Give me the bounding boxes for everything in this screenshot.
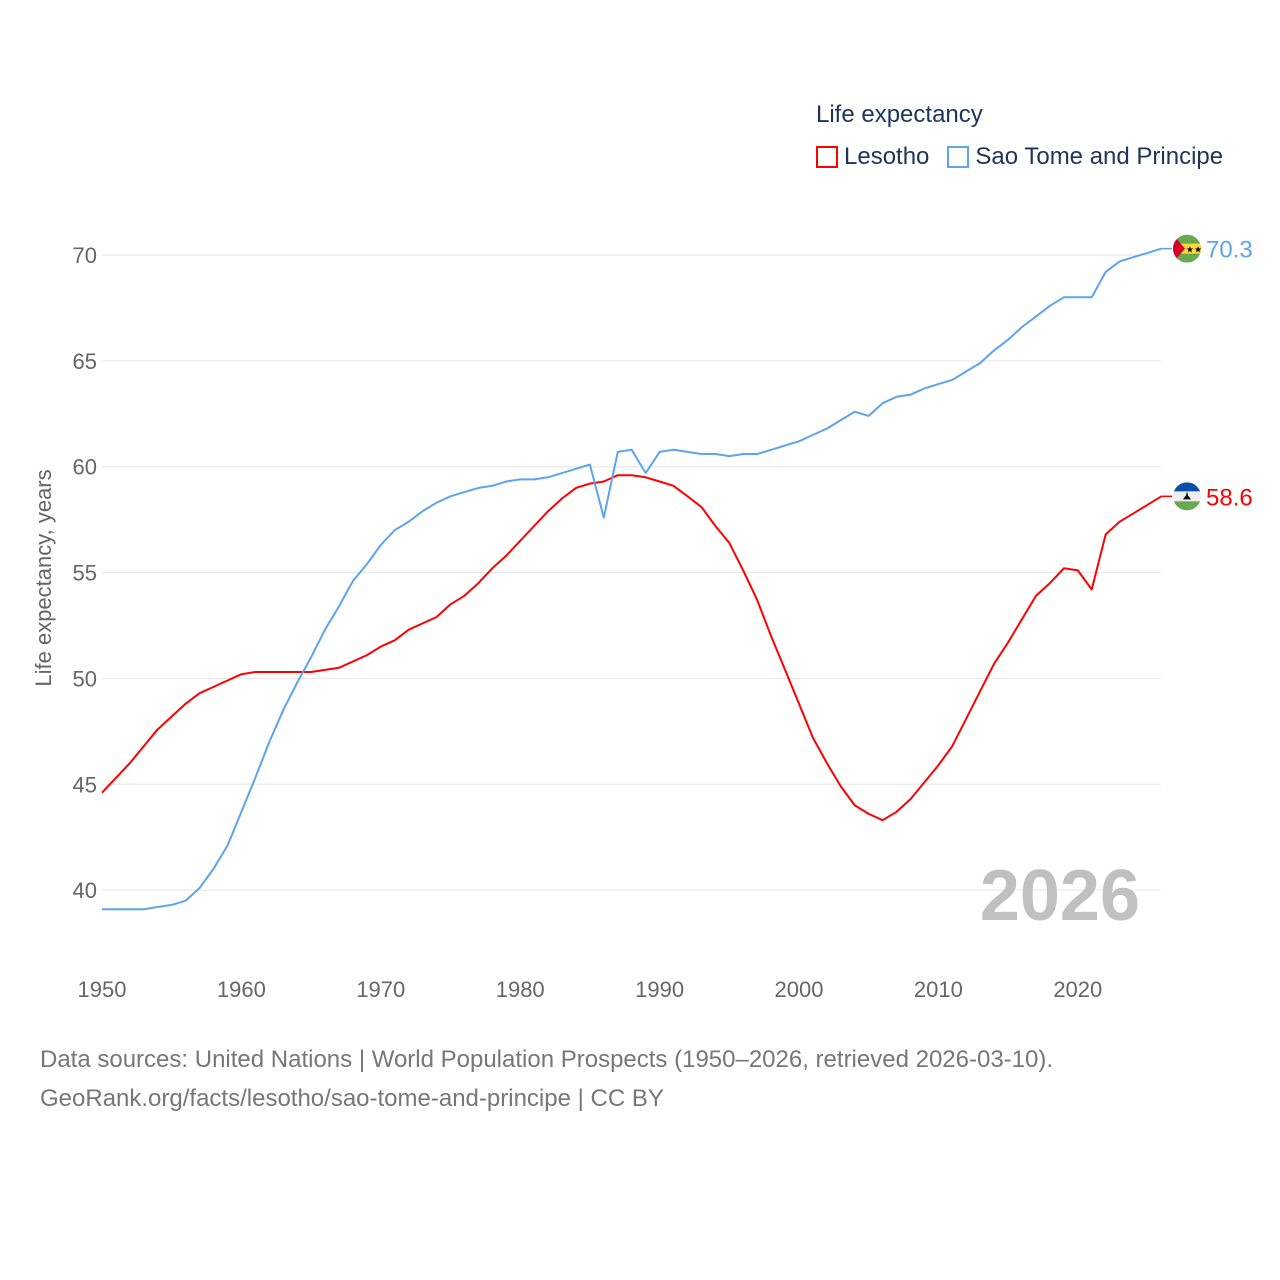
y-tick-label: 65 xyxy=(73,349,97,374)
y-tick-label: 40 xyxy=(73,878,97,903)
y-tick-label: 70 xyxy=(73,243,97,268)
x-tick-label: 2000 xyxy=(775,977,824,1002)
sao-tome-flag-icon: ★★ xyxy=(1173,234,1202,263)
x-tick-label: 1950 xyxy=(78,977,127,1002)
legend-label: Lesotho xyxy=(844,143,930,170)
svg-text:★★: ★★ xyxy=(1186,245,1202,255)
end-value-label: 58.6 xyxy=(1206,484,1253,511)
source-line-2[interactable]: GeoRank.org/facts/lesotho/sao-tome-and-p… xyxy=(40,1085,664,1112)
legend-item-sao-tome[interactable]: Sao Tome and Principe xyxy=(947,143,1223,171)
lesotho-flag-icon xyxy=(1173,482,1201,511)
legend-item-lesotho[interactable]: Lesotho xyxy=(816,143,929,171)
legend-title: Life expectancy xyxy=(816,101,983,128)
x-tick-label: 1970 xyxy=(356,977,405,1002)
y-tick-label: 55 xyxy=(73,561,97,586)
x-tick-label: 1980 xyxy=(496,977,545,1002)
series-line-sao-tome xyxy=(102,247,1162,911)
legend-swatch-sao-tome xyxy=(947,146,970,168)
y-tick-label: 60 xyxy=(73,455,97,480)
y-axis-label: Life expectancy, years xyxy=(31,469,56,686)
series-line-lesotho xyxy=(101,474,1162,822)
x-tick-label: 1990 xyxy=(635,977,684,1002)
x-tick-label: 2010 xyxy=(914,977,963,1002)
y-tick-label: 50 xyxy=(73,666,97,691)
end-value-label: 70.3 xyxy=(1206,237,1253,264)
legend-label: Sao Tome and Principe xyxy=(975,143,1224,170)
legend: Lesotho Sao Tome and Principe xyxy=(816,143,1223,171)
x-tick-label: 1960 xyxy=(217,977,266,1002)
x-tick-label: 2020 xyxy=(1053,977,1102,1002)
y-tick-label: 45 xyxy=(73,772,97,797)
source-line-1: Data sources: United Nations | World Pop… xyxy=(40,1046,1054,1073)
year-annotation: 2026 xyxy=(980,856,1140,936)
legend-swatch-lesotho xyxy=(816,146,838,168)
